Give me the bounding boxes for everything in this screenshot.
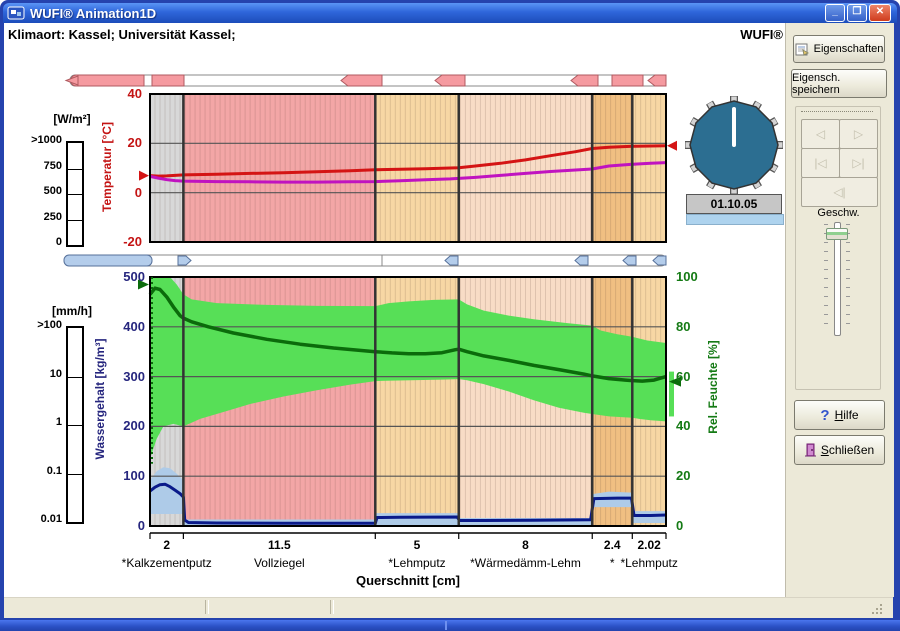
scale-tick: 10 (49, 367, 62, 380)
rh-tick-80: 80 (676, 318, 691, 334)
minimize-button[interactable]: _ (825, 4, 845, 22)
layer-width-label: 11.5 (267, 538, 291, 552)
maximize-button[interactable]: ❐ (847, 4, 867, 22)
speed-label: Geschw. (817, 207, 860, 219)
scale-tick: >1000 (31, 134, 62, 146)
date-display: 01.10.05 (686, 194, 782, 214)
layer-name-label: Vollziegel (253, 556, 305, 570)
wc-tick-500: 500 (123, 269, 145, 284)
rh-tick-40: 40 (676, 418, 691, 434)
slider-ticks-right (846, 224, 850, 330)
rh-tick-20: 20 (676, 468, 691, 484)
skip-end-button[interactable]: ▷| (839, 148, 878, 178)
slider-ticks-left (824, 224, 828, 330)
scale-tick: 500 (43, 185, 62, 197)
play-forward-icon: ▷ (853, 127, 864, 141)
eigensch-speichern-label: Eigensch. speichern (792, 71, 841, 96)
scale-tick: 750 (43, 159, 62, 172)
animation-clock (685, 96, 783, 194)
scale-tick: >100 (37, 319, 62, 331)
group-dotted-line (801, 111, 873, 113)
skip-start-button[interactable]: |◁ (801, 148, 840, 178)
help-icon: ? (820, 406, 830, 424)
hilfe-button[interactable]: ? Hilfe (794, 400, 885, 430)
eigenschaften-label: Eigenschaften (813, 43, 884, 55)
cross-section-axis (149, 532, 667, 539)
title-bar[interactable]: WUFI® Animation1D _ ❐ ✕ (3, 3, 897, 23)
step-back-button[interactable]: ◁ (801, 119, 840, 149)
wc-tick-400: 400 (123, 318, 145, 334)
taskbar-divider (445, 621, 447, 630)
layer-width-label: 2.02 (637, 538, 661, 552)
scale-tick: 250 (43, 210, 62, 223)
layer-width-label: 5 (413, 538, 421, 552)
pause-step-button[interactable]: ◁| (801, 177, 878, 207)
hilfe-label: Hilfe (834, 408, 859, 422)
scale-tick: 1 (55, 416, 62, 428)
exit-door-icon (804, 443, 816, 457)
moisture-flux-strip (63, 254, 667, 267)
status-separator (330, 600, 334, 614)
water-content-axis-title: Wassergehalt [kg/m³] (93, 338, 107, 460)
close-button[interactable]: ✕ (869, 4, 891, 22)
radiation-scale-bar (66, 141, 84, 247)
temp-tick-0: 0 (134, 184, 142, 200)
temp-tick--20: -20 (123, 234, 142, 249)
rain-scale-title: [mm/h] (52, 304, 92, 318)
pause-step-icon: ◁| (833, 185, 846, 199)
temperature-axis-title: Temperatur [°C] (100, 122, 114, 212)
wc-tick-200: 200 (123, 418, 145, 434)
layer-name-label: * (609, 556, 615, 570)
layer-width-label: 2.4 (603, 538, 621, 552)
resize-grip[interactable] (880, 612, 882, 614)
layer-width-label: 2 (163, 538, 171, 552)
rh-tick-0: 0 (676, 518, 684, 533)
time-progress-strip (686, 214, 784, 225)
skip-start-icon: |◁ (814, 156, 827, 170)
moisture-chart (138, 276, 681, 527)
temp-tick-40: 40 (127, 86, 142, 101)
layer-name-label: *Lehmputz (388, 556, 446, 570)
eigenschaften-button[interactable]: Eigenschaften (793, 35, 885, 63)
scale-tick: 0.1 (46, 464, 62, 477)
speed-slider-thumb[interactable] (826, 228, 848, 240)
wc-tick-0: 0 (137, 518, 145, 533)
taskbar (0, 620, 900, 631)
window-title: WUFI® Animation1D (30, 5, 157, 21)
temp-tick-20: 20 (127, 135, 142, 151)
skip-end-icon: ▷| (852, 156, 865, 170)
schliessen-button[interactable]: Schließen (794, 435, 885, 465)
rain-scale-bar (66, 326, 84, 524)
app-icon (7, 6, 25, 20)
rh-tick-100: 100 (676, 269, 698, 284)
rel-humidity-axis-title: Rel. Feuchte [%] (706, 340, 720, 434)
scale-tick: 0.01 (40, 513, 62, 525)
status-separator (205, 600, 209, 614)
rh-tick-60: 60 (676, 368, 691, 384)
wc-tick-100: 100 (123, 468, 145, 484)
schliessen-label: Schließen (820, 443, 875, 457)
eigensch-speichern-button[interactable]: Eigensch. speichern (791, 69, 887, 98)
status-bar (4, 597, 893, 618)
layer-name-label: *Lehmputz (620, 556, 678, 570)
properties-icon (795, 43, 809, 56)
wc-tick-300: 300 (123, 368, 145, 384)
layer-name-label: *Kalkzementputz (121, 556, 212, 570)
radiation-scale-title: [W/m²] (53, 112, 91, 126)
climate-location-label: Klimaort: Kassel; Universität Kassel; (8, 27, 236, 42)
step-back-icon: ◁ (815, 127, 826, 141)
layer-name-label: *Wärmedämm-Lehm (470, 556, 581, 570)
scale-tick: 0 (55, 236, 62, 248)
heat-flux-strip (64, 74, 667, 87)
play-forward-button[interactable]: ▷ (839, 119, 878, 149)
temperature-chart (139, 93, 677, 243)
layer-width-label: 8 (522, 538, 529, 552)
speed-slider[interactable] (834, 222, 841, 336)
cross-section-axis-title: Querschnitt [cm] (355, 573, 460, 588)
wufi-logo-label: WUFI® (740, 27, 783, 42)
